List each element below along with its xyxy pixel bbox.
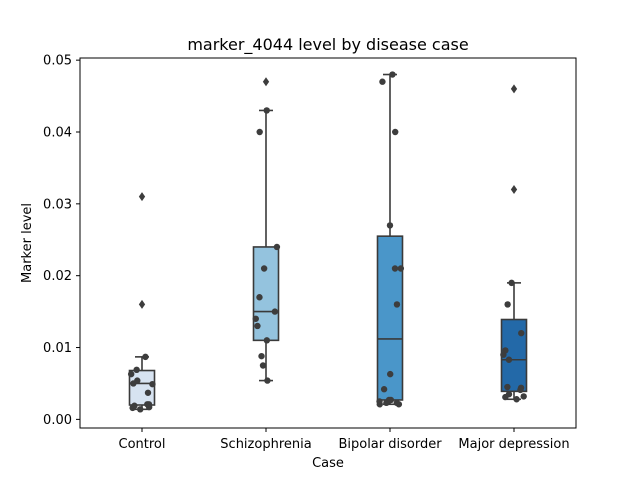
data-point xyxy=(133,366,140,374)
y-tick-label: 0.04 xyxy=(43,126,72,141)
y-tick-label: 0.02 xyxy=(43,269,72,284)
data-point xyxy=(391,265,399,272)
data-point xyxy=(256,294,263,301)
data-point xyxy=(387,370,394,378)
axes-frame xyxy=(79,57,577,429)
outlier-marker xyxy=(138,192,146,202)
data-point xyxy=(504,383,511,391)
data-point xyxy=(254,322,261,330)
data-point xyxy=(517,386,524,394)
data-point xyxy=(263,337,271,344)
data-point xyxy=(379,78,386,85)
y-axis-label: Marker level xyxy=(20,203,35,283)
data-point xyxy=(504,301,511,308)
data-point xyxy=(252,315,259,322)
axes: Control Schizophrenia Bipolar disorder Majo… xyxy=(43,54,570,452)
data-point xyxy=(145,401,153,408)
data-point xyxy=(256,128,263,136)
data-point xyxy=(397,265,405,272)
data-point xyxy=(518,329,525,337)
data-point xyxy=(127,370,135,378)
data-point xyxy=(376,398,383,405)
data-point xyxy=(383,399,390,407)
data-point xyxy=(393,399,401,407)
box-iqr xyxy=(128,369,156,406)
data-point xyxy=(273,243,281,251)
y-tick-label: 0.00 xyxy=(43,413,72,428)
box-group-4 xyxy=(500,84,528,403)
data-point xyxy=(393,301,401,308)
data-point xyxy=(149,380,156,388)
data-point xyxy=(271,308,279,315)
outlier-marker xyxy=(510,84,518,94)
outlier-marker xyxy=(262,77,270,87)
data-point xyxy=(258,352,265,360)
data-point xyxy=(508,279,515,287)
data-point xyxy=(389,71,396,78)
data-point xyxy=(505,356,513,363)
x-tick-label: Major depression xyxy=(458,437,569,452)
data-point xyxy=(380,386,388,393)
data-point xyxy=(502,393,509,401)
data-point xyxy=(520,393,527,400)
plot-area xyxy=(127,71,528,413)
data-point xyxy=(142,353,149,361)
x-tick-label: Control xyxy=(119,437,166,452)
data-point xyxy=(386,222,394,229)
x-tick-label: Bipolar disorder xyxy=(338,437,442,452)
data-point xyxy=(513,396,520,403)
data-point xyxy=(387,396,395,404)
data-point xyxy=(144,389,152,396)
box-group-3 xyxy=(376,71,405,408)
box-group-2 xyxy=(252,77,281,384)
box-group-1 xyxy=(127,192,156,413)
data-point xyxy=(264,377,271,384)
y-tick-label: 0.01 xyxy=(43,341,72,356)
data-point xyxy=(260,265,268,272)
data-point xyxy=(263,107,270,114)
outlier-marker xyxy=(510,184,518,194)
data-point xyxy=(134,377,141,384)
y-tick-label: 0.05 xyxy=(43,54,72,69)
data-point xyxy=(137,406,144,413)
x-axis-label: Case xyxy=(312,456,344,471)
data-point xyxy=(131,402,138,409)
chart-title: marker_4044 level by disease case xyxy=(187,35,468,55)
y-tick-label: 0.03 xyxy=(43,197,72,212)
outlier-marker xyxy=(138,299,146,309)
data-point xyxy=(392,128,399,136)
data-point xyxy=(259,362,267,369)
x-tick-label: Schizophrenia xyxy=(220,437,311,452)
data-point xyxy=(502,347,509,354)
